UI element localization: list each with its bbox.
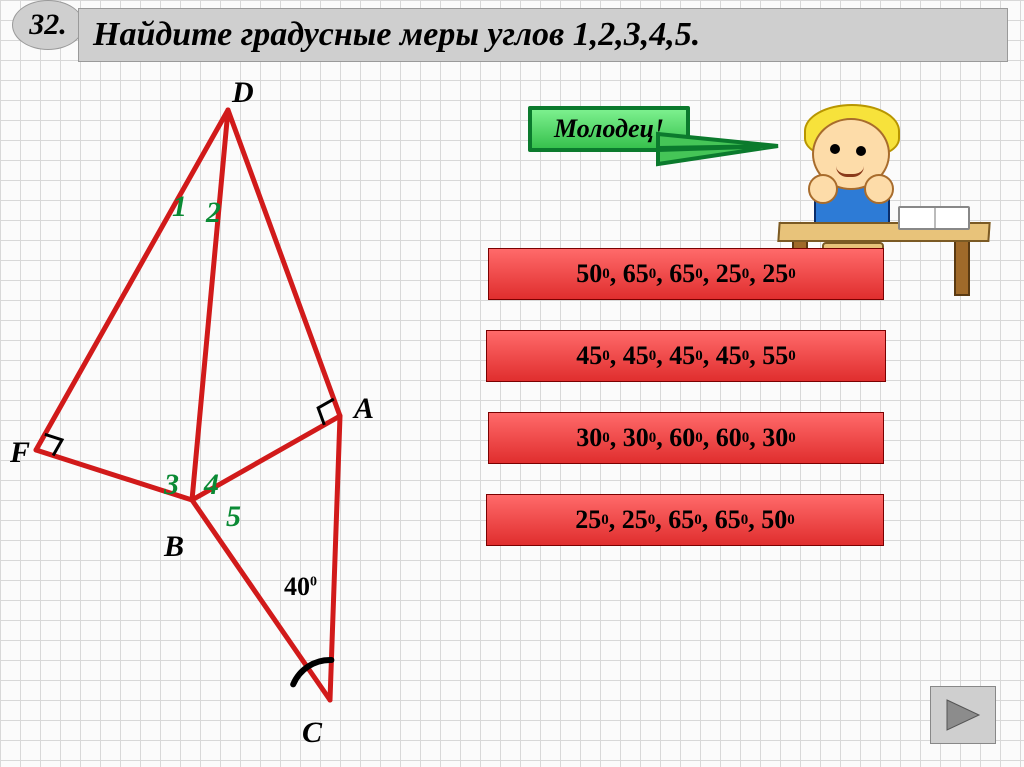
- vertex-label-C: C: [302, 716, 322, 750]
- angle-label-3: 3: [164, 468, 179, 502]
- answer-option-1[interactable]: 500, 650, 650, 250, 250: [488, 248, 884, 300]
- angle-label-4: 4: [204, 468, 219, 502]
- callout-tail: [658, 116, 828, 206]
- angle-label-1: 1: [172, 190, 187, 224]
- vertex-label-F: F: [10, 436, 30, 470]
- answer-option-4[interactable]: 250, 250, 650, 650, 500: [486, 494, 884, 546]
- geometry-diagram: [0, 80, 480, 760]
- angle-label-2: 2: [206, 196, 221, 230]
- title-text: Найдите градусные меры углов 1,2,3,4,5.: [93, 16, 700, 54]
- eye-icon: [856, 146, 866, 156]
- eye-icon: [830, 144, 840, 154]
- angle-label-5: 5: [226, 500, 241, 534]
- vertex-label-B: B: [164, 530, 184, 564]
- vertex-label-D: D: [232, 76, 254, 110]
- book-icon: [898, 206, 970, 230]
- given-angle-c: 400: [284, 572, 317, 602]
- answer-option-2[interactable]: 450, 450, 450, 450, 550: [486, 330, 886, 382]
- vertex-label-A: A: [354, 392, 374, 426]
- desk-leg-icon: [954, 238, 970, 296]
- title-bar: Найдите градусные меры углов 1,2,3,4,5.: [78, 8, 1008, 62]
- problem-number-badge: 32.: [12, 0, 84, 50]
- problem-number-text: 32.: [29, 8, 67, 42]
- answer-option-3[interactable]: 300, 300, 600, 600, 300: [488, 412, 884, 464]
- hand-icon: [864, 174, 894, 204]
- next-button[interactable]: [930, 686, 996, 744]
- play-icon: [943, 698, 983, 732]
- feedback-callout: Молодец!: [528, 106, 690, 152]
